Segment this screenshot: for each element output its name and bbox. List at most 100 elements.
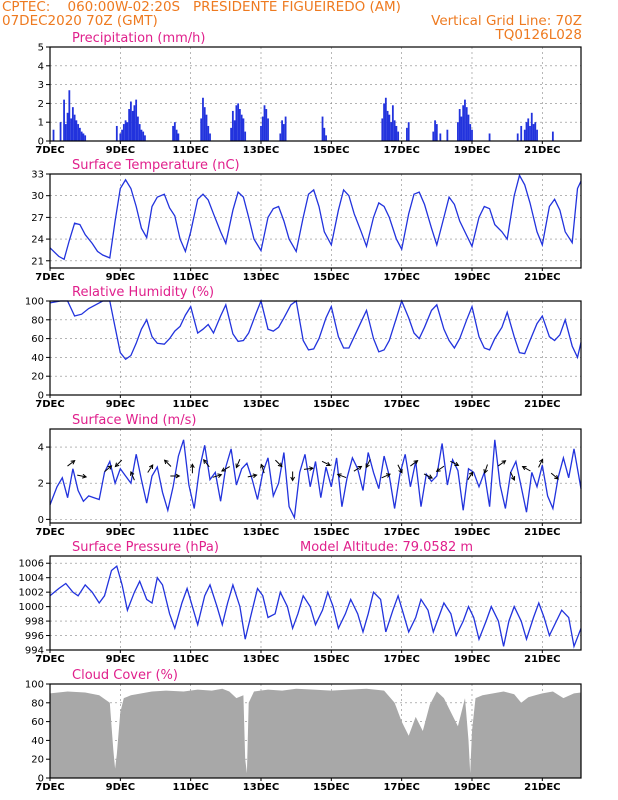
precip-bar [135,99,138,141]
precip-bar [391,105,394,141]
precip-bar [462,105,465,141]
x-tick-label: 15DEC [313,399,349,410]
x-tick-label: 17DEC [383,145,419,156]
precip-bar [131,110,134,141]
x-tick-label: 19DEC [454,272,490,283]
wind-arrow [450,460,460,466]
y-tick-label: 3 [38,80,44,91]
y-tick-label: 20 [31,372,44,383]
y-tick-label: 994 [25,646,44,657]
y-tick-label: 2 [38,99,44,110]
temperature-panel: 21 24 27 30 33 7DEC 9DEC 11DEC 13DEC 15DEC 17DEC 19… [31,158,582,283]
x-tick-label: 9DEC [106,145,135,156]
precip-bar [464,99,466,141]
precip-bar [240,114,243,141]
precip-bar [551,131,554,141]
y-tick-label: 2 [38,479,44,490]
precip-bar [471,129,473,141]
run-date: 07DEC2020 70Z (GMT) [2,13,158,29]
cloud-cover-area [50,688,581,778]
y-tick-label: 60 [31,334,44,345]
precip-bar [172,125,174,141]
wind-arrow [190,463,195,474]
precip-bar [82,133,85,141]
precip-bar [457,122,459,141]
cloud-cover-frame [49,683,582,779]
x-tick-label: 7DEC [35,782,64,793]
temperature-title: Surface Temperature (nC) [72,158,240,173]
wind-arrow [467,471,474,481]
precip-bar [265,109,268,141]
precip-bar [384,97,387,141]
precip-bar [432,131,435,141]
precip-bar [381,118,384,141]
x-tick-label: 11DEC [172,272,208,283]
precip-bar [467,114,470,141]
precip-bar [390,122,393,141]
x-tick-label: 17DEC [383,399,419,410]
pressure-frame [49,555,582,651]
y-tick-label: 0 [38,391,44,402]
precip-bar [207,125,210,141]
model-id: TQ0126L028 [495,27,582,43]
x-tick-label: 17DEC [383,272,419,283]
precip-bar [395,125,398,141]
y-tick-label: 100 [25,297,44,308]
x-tick-label: 7DEC [35,527,64,538]
x-tick-label: 21DEC [524,527,560,538]
x-tick-label: 11DEC [172,399,208,410]
wind-arrow [247,473,258,479]
precip-bar [129,101,132,141]
y-tick-label: 40 [31,353,44,364]
precip-bar [383,103,385,141]
precip-bar [284,116,287,141]
x-tick-label: 11DEC [172,782,208,793]
x-tick-label: 11DEC [172,527,208,538]
x-tick-label: 9DEC [106,527,135,538]
precip-bar [203,107,206,141]
precip-bar [142,131,145,141]
wind-arrow [290,471,296,482]
vertical-grid-note: Vertical Grid Line: 70Z [431,13,582,29]
precip-bar [59,122,62,141]
precip-bar [63,99,65,141]
x-tick-label: 13DEC [243,527,279,538]
y-tick-label: 24 [31,235,44,246]
wind-arrow [67,459,76,467]
x-tick-label: 13DEC [243,399,279,410]
x-tick-label: 17DEC [383,654,419,665]
precip-bar [175,129,178,141]
x-tick-label: 9DEC [106,782,135,793]
y-tick-label: 21 [31,256,44,267]
humidity-title: Relative Humidity (%) [72,285,214,300]
wind-arrow [260,463,265,474]
wind-arrow [521,465,531,472]
precip-bar [80,131,83,141]
wind-arrow [147,464,154,473]
precip-bar [177,133,180,141]
wind-arrow [163,459,172,467]
y-tick-label: 100 [25,680,44,691]
x-tick-label: 7DEC [35,145,64,156]
x-tick-label: 15DEC [313,654,349,665]
y-tick-label: 0 [38,774,44,785]
y-tick-label: 4 [38,61,44,72]
x-tick-label: 21DEC [524,272,560,283]
precip-bar [52,129,55,141]
precip-bar [267,118,269,141]
wind-arrow [497,460,507,467]
precip-bar [78,127,81,141]
y-tick-label: 33 [31,170,44,181]
precip-bar [406,127,408,141]
precip-bar [458,109,461,141]
precip-bar [128,109,131,141]
x-tick-label: 15DEC [313,145,349,156]
precip-bar [323,127,326,141]
header: CPTEC: 060:00W-02:20S PRESIDENTE FIGUEIR… [0,0,618,46]
wind-arrow [397,464,403,474]
y-tick-label: 1006 [19,559,44,570]
precip-bar [263,105,266,141]
precip-bar [126,122,129,141]
precip-bar [325,135,327,141]
